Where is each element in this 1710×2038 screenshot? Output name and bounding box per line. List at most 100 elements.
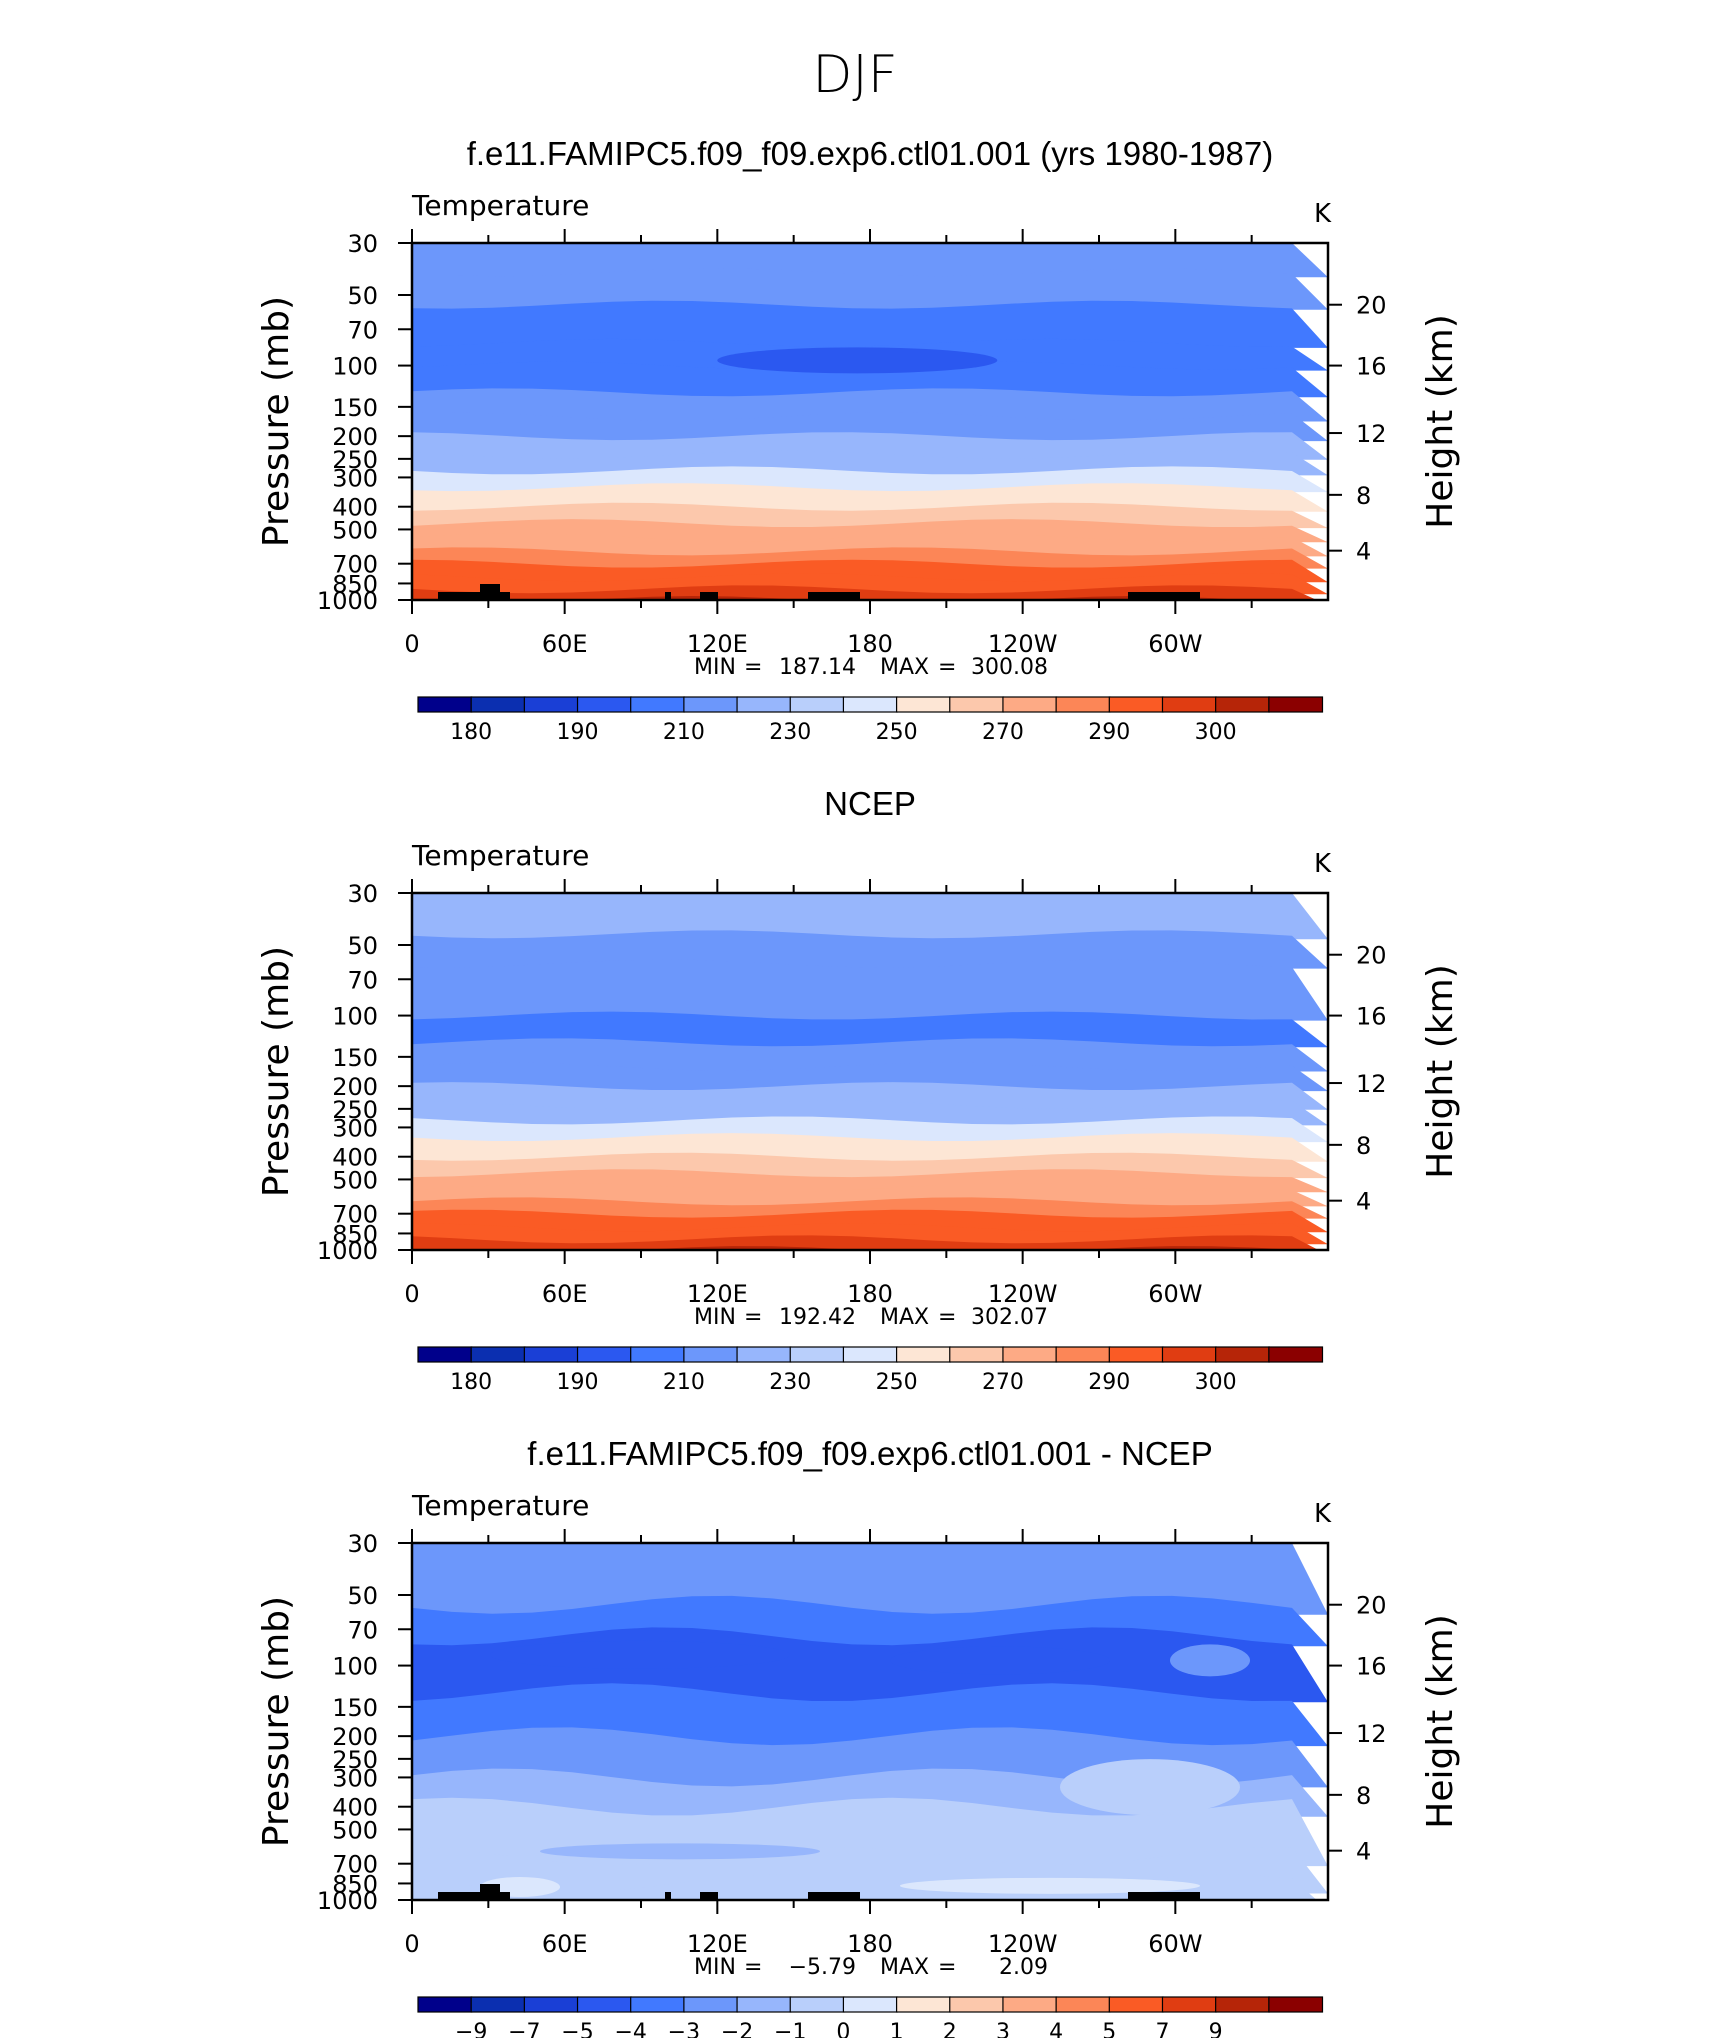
x-tick-label: 60W: [1148, 1930, 1202, 1958]
colorbar-label: 3: [996, 2020, 1010, 2038]
x-tick-label: 120W: [988, 1930, 1058, 1958]
y-tick-label: 300: [332, 1114, 378, 1142]
topography-mask: [480, 584, 500, 600]
contour-band: [412, 559, 1328, 583]
y-tick-label: 1000: [317, 1237, 378, 1265]
colorbar-label: 290: [1088, 720, 1130, 745]
x-tick-label: 180: [847, 630, 893, 658]
colorbar-label: 250: [876, 1370, 918, 1395]
colorbar-label: 300: [1195, 1370, 1237, 1395]
x-tick-label: 180: [847, 1280, 893, 1308]
contour-field: [412, 1543, 1328, 1900]
contour-band: [412, 930, 1328, 969]
topography-mask: [700, 592, 718, 600]
contour-band: [412, 959, 1328, 1021]
contour-band: [412, 1223, 1328, 1245]
colorbar-label: 230: [769, 1370, 811, 1395]
colorbar-swatch: [576, 1996, 632, 2013]
colorbar-swatch: [895, 1996, 951, 2013]
y-tick-label: 1000: [317, 1887, 378, 1915]
y-tick-label: 250: [332, 1096, 378, 1124]
stat-min-label: MIN: [694, 655, 736, 680]
contour-band: [412, 519, 1328, 543]
colorbar-label: 180: [450, 720, 492, 745]
contour-band: [412, 1082, 1328, 1110]
colorbar-swatch: [949, 696, 1005, 713]
colorbar-swatch: [470, 1996, 526, 2013]
topography-mask: [700, 1892, 718, 1900]
y-tick-label: 700: [332, 1201, 378, 1229]
y-right-tick-label: 16: [1356, 1003, 1387, 1031]
stat-min-value: −5.79: [789, 1955, 856, 1980]
contour-band: [412, 1100, 1328, 1126]
y-tick-label: 250: [332, 1746, 378, 1774]
y-right-tick-label: 16: [1356, 1653, 1387, 1681]
panel-1: f.e11.FAMIPC5.f09_f09.exp6.ctl01.001 (yr…: [256, 135, 1461, 745]
colorbar-swatch: [470, 1346, 526, 1363]
y-tick-label: 30: [347, 230, 378, 258]
contour-band: [412, 1038, 1328, 1072]
y-tick-label: 50: [347, 932, 378, 960]
stat-max-label: MAX: [880, 1305, 929, 1330]
colorbar-label: −3: [668, 2020, 700, 2038]
colorbar-label: 210: [663, 720, 705, 745]
colorbar-label: 210: [663, 1370, 705, 1395]
y-tick-label: 1000: [317, 587, 378, 615]
colorbar-swatch: [1268, 1346, 1324, 1363]
y-right-tick-label: 20: [1356, 1592, 1387, 1620]
colorbar-label: 190: [557, 1370, 599, 1395]
y-axis-title: Pressure (mb): [256, 946, 297, 1197]
contour-band: [412, 893, 1328, 940]
y-right-tick-label: 4: [1356, 538, 1371, 566]
y-tick-label: 850: [332, 1220, 378, 1248]
contour-field: [412, 893, 1328, 1250]
y-right-tick-label: 8: [1356, 482, 1371, 510]
x-tick-label: 120E: [687, 1280, 748, 1308]
colorbar-swatch: [1002, 1996, 1058, 2013]
colorbar-swatch: [1055, 696, 1111, 713]
x-tick-label: 120E: [687, 630, 748, 658]
colorbar-swatch: [736, 696, 792, 713]
stat-equals: =: [744, 1305, 762, 1330]
contour-band: [412, 268, 1328, 310]
figure-title: DJF: [812, 45, 897, 105]
y-right-tick-label: 4: [1356, 1188, 1371, 1216]
y-right-tick-label: 20: [1356, 292, 1387, 320]
y-right-tick-label: 8: [1356, 1782, 1371, 1810]
topography-mask: [480, 1884, 500, 1900]
colorbar-label: −7: [508, 2020, 540, 2038]
colorbar-swatch: [630, 696, 685, 713]
contour-band: [412, 361, 1328, 398]
y-tick-label: 70: [347, 966, 378, 994]
x-tick-label: 180: [847, 1930, 893, 1958]
topography-mask: [665, 1892, 671, 1900]
colorbar-swatch: [523, 696, 579, 713]
y-tick-label: 850: [332, 570, 378, 598]
colorbar-swatch: [1161, 696, 1217, 713]
y-right-tick-label: 8: [1356, 1132, 1371, 1160]
y-tick-label: 70: [347, 1616, 378, 1644]
colorbar-swatch: [1161, 1996, 1217, 2013]
y-tick-label: 30: [347, 880, 378, 908]
x-tick-label: 60W: [1148, 1280, 1202, 1308]
topography-mask: [1128, 592, 1200, 600]
y-tick-label: 700: [332, 1851, 378, 1879]
y-right-tick-label: 4: [1356, 1838, 1371, 1866]
y-tick-label: 400: [332, 494, 378, 522]
colorbar-label: −1: [774, 2020, 806, 2038]
colorbar-swatch: [1215, 1996, 1270, 2013]
colorbar-swatch: [895, 696, 951, 713]
stat-min-value: 187.14: [779, 655, 856, 680]
contour-band: [412, 432, 1328, 460]
colorbar-label: 7: [1155, 2020, 1169, 2038]
contour-band: [412, 533, 1328, 557]
y-tick-label: 150: [332, 394, 378, 422]
colorbar-swatch: [417, 696, 473, 713]
y-tick-label: 100: [332, 353, 378, 381]
y-right-tick-label: 16: [1356, 353, 1387, 381]
contour-region: [540, 1843, 820, 1860]
y-tick-label: 100: [332, 1003, 378, 1031]
panel-variable-label: Temperature: [411, 839, 589, 872]
